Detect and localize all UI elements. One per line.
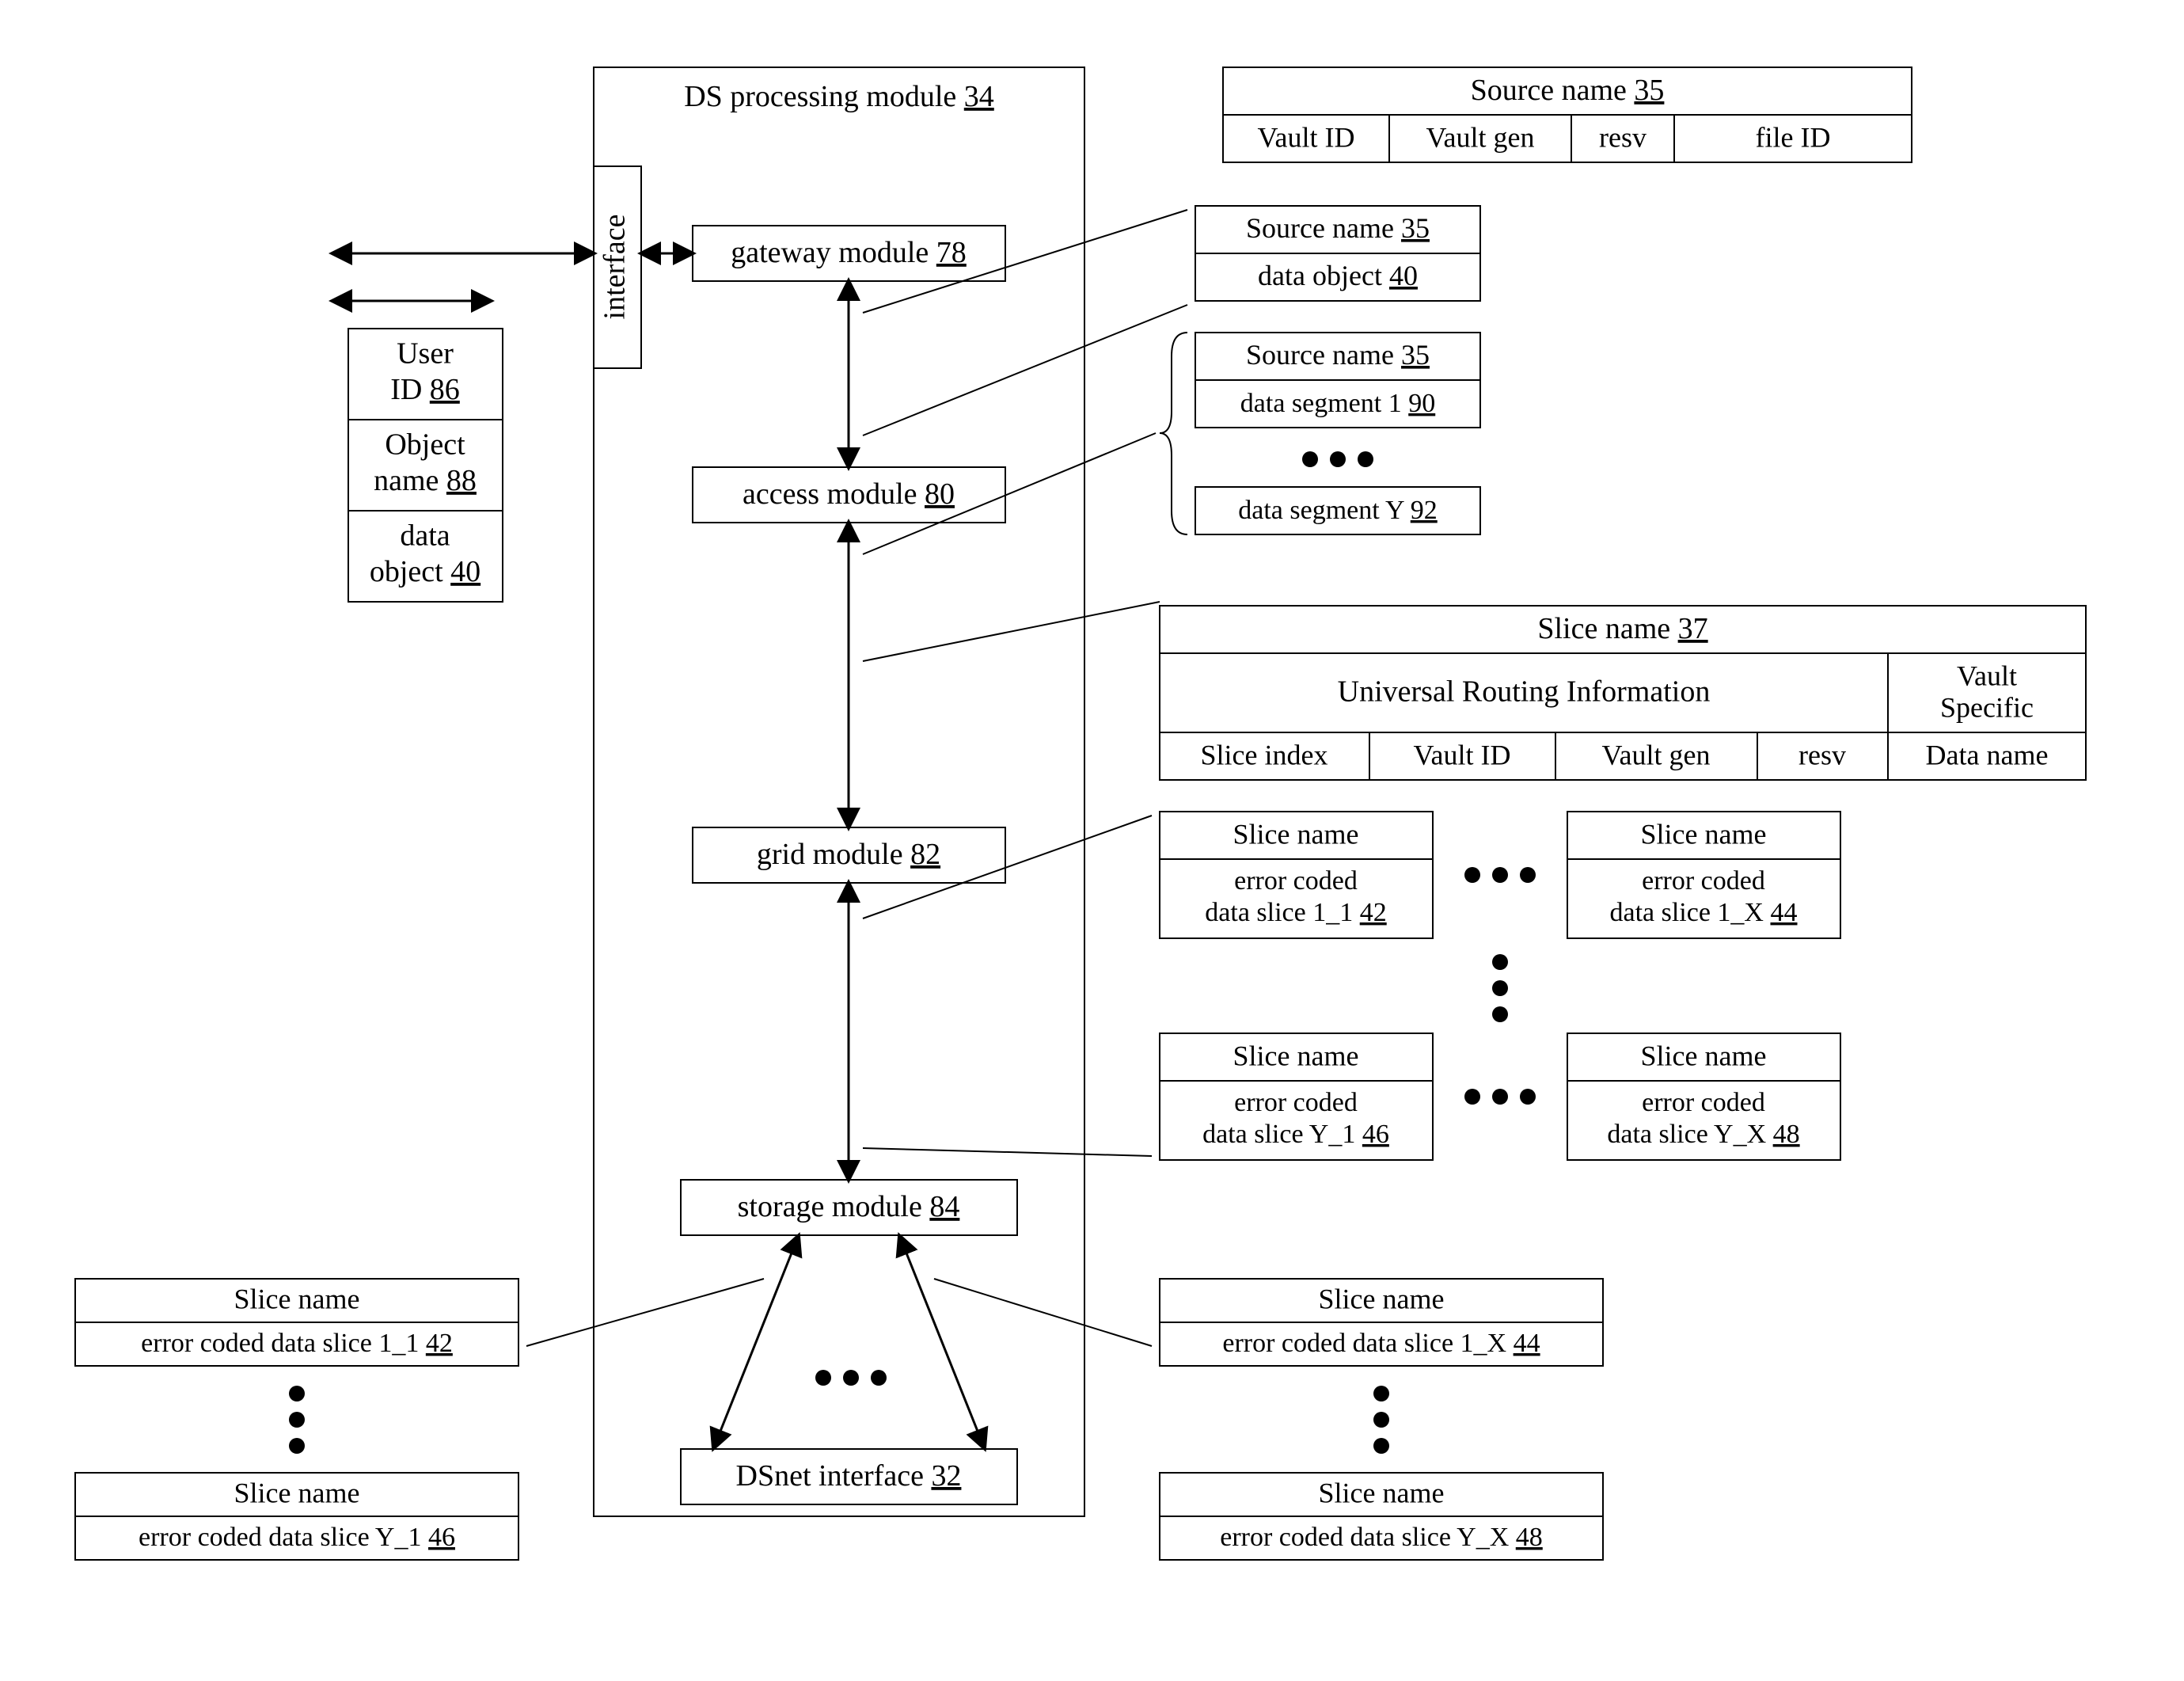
go-br-sn: Slice name: [1641, 1040, 1767, 1071]
src-col-3: file ID: [1756, 121, 1831, 153]
ds-processing-module-box: [594, 67, 1084, 1516]
interface-label: interface: [598, 215, 632, 320]
gateway-output: Source name 35 data object 40: [1195, 206, 1480, 301]
so-l-r2: error coded data slice Y_1 46: [139, 1523, 455, 1552]
object-name-l1: Object: [385, 428, 465, 462]
src-col-1: Vault gen: [1426, 121, 1535, 153]
so-l-sn2: Slice name: [234, 1477, 360, 1508]
source-name-table: Source name 35 Vault ID Vault gen resv f…: [1223, 67, 1912, 162]
go-tl-l2: data slice 1_1 42: [1205, 898, 1386, 927]
slice-c2: Vault gen: [1602, 739, 1711, 770]
slice-c1: Vault ID: [1414, 739, 1511, 770]
slice-h1b2: Specific: [1940, 691, 2034, 723]
grid-module-label: grid module 82: [757, 838, 940, 871]
gw-out-1: Source name 35: [1246, 212, 1430, 244]
dot: [815, 1370, 831, 1386]
go-tr-sn: Slice name: [1641, 818, 1767, 850]
go-br-l1: error coded: [1642, 1088, 1765, 1117]
src-col-0: Vault ID: [1258, 121, 1355, 153]
so-r-r1: error coded data slice 1_X 44: [1222, 1329, 1540, 1358]
grid-output: Slice name error coded data slice 1_1 42…: [1160, 812, 1840, 1160]
source-name-table-title: Source name 35: [1471, 74, 1665, 107]
dot: [843, 1370, 859, 1386]
ds-processing-module-title: DS processing module 34: [684, 80, 994, 113]
slice-name-table: Slice name 37 Universal Routing Informat…: [1160, 606, 2086, 780]
slice-c4: Data name: [1926, 739, 2049, 770]
go-br-l2: data slice Y_X 48: [1607, 1120, 1799, 1149]
data-object-l1: data: [400, 519, 450, 553]
so-r-r2: error coded data slice Y_X 48: [1220, 1523, 1543, 1552]
go-tl-sn: Slice name: [1233, 818, 1359, 850]
storage-output-left: Slice name error coded data slice 1_1 42…: [75, 1279, 518, 1560]
go-tr-l1: error coded: [1642, 866, 1765, 896]
user-stack: User ID 86 Object name 88 data object 40: [348, 329, 503, 602]
so-l-sn1: Slice name: [234, 1283, 360, 1314]
gateway-module-label: gateway module 78: [731, 236, 967, 269]
acc-out-1: Source name 35: [1246, 339, 1430, 371]
slice-h1b1: Vault: [1957, 660, 2017, 691]
so-l-r1: error coded data slice 1_1 42: [141, 1329, 453, 1358]
access-module-label: access module 80: [743, 477, 955, 511]
gw-out-2: data object 40: [1258, 260, 1418, 291]
go-bl-sn: Slice name: [1233, 1040, 1359, 1071]
go-tl-l1: error coded: [1234, 866, 1358, 896]
src-col-2: resv: [1599, 121, 1647, 153]
diagram-canvas: DS processing module 34 interface gatewa…: [0, 0, 2184, 1681]
bracket-access: [1160, 333, 1187, 534]
so-r-sn1: Slice name: [1319, 1283, 1445, 1314]
user-id-l2: ID 86: [390, 373, 460, 406]
data-object-l2: object 40: [370, 555, 480, 588]
so-r-sn2: Slice name: [1319, 1477, 1445, 1508]
slice-h1a: Universal Routing Information: [1338, 675, 1711, 709]
dsnet-interface-label: DSnet interface 32: [736, 1459, 962, 1493]
dot: [871, 1370, 887, 1386]
user-id-l1: User: [397, 337, 454, 371]
go-bl-l2: data slice Y_1 46: [1202, 1120, 1389, 1149]
slice-c3: resv: [1798, 739, 1846, 770]
access-output: Source name 35 data segment 1 90 data se…: [1160, 333, 1480, 534]
storage-output-right: Slice name error coded data slice 1_X 44…: [1160, 1279, 1603, 1560]
slice-c0: Slice index: [1201, 739, 1328, 770]
acc-out-2: data segment 1 90: [1240, 389, 1435, 418]
go-bl-l1: error coded: [1234, 1088, 1358, 1117]
object-name-l2: name 88: [374, 464, 477, 497]
storage-module-label: storage module 84: [738, 1190, 960, 1223]
go-tr-l2: data slice 1_X 44: [1610, 898, 1798, 927]
acc-out-3: data segment Y 92: [1238, 496, 1437, 525]
slice-name-title: Slice name 37: [1537, 612, 1707, 645]
